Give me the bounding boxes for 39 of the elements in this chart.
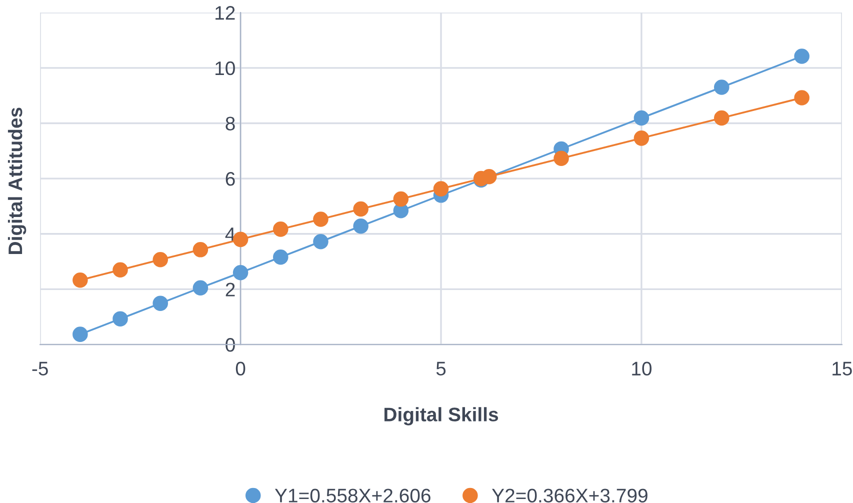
point (353, 218, 368, 234)
y-tick-label: 6 (226, 172, 235, 186)
point (714, 110, 730, 126)
legend-label: Y2=0.366X+3.799 (492, 488, 648, 502)
y-tick-label: 8 (226, 116, 235, 130)
x-tick-label: 15 (832, 362, 852, 376)
y-tick-label: 10 (216, 61, 235, 76)
point (232, 264, 248, 280)
point (152, 252, 168, 268)
x-tick-label: 10 (632, 362, 652, 376)
point (112, 311, 128, 326)
point (393, 191, 409, 207)
y-tick-label: 2 (226, 282, 235, 296)
point (192, 242, 208, 258)
x-axis-title: Digital Skills (384, 407, 498, 426)
point (152, 296, 168, 311)
point (72, 326, 88, 342)
point (554, 150, 569, 166)
point (433, 181, 449, 196)
y-axis-title: Digital Attitudes (8, 108, 26, 254)
point (634, 110, 650, 126)
point (112, 262, 128, 278)
x-tick-label: 5 (436, 362, 446, 376)
x-tick-label: -5 (32, 362, 48, 376)
point (273, 222, 288, 237)
point (353, 201, 368, 217)
point (232, 232, 248, 248)
point (714, 80, 730, 95)
point (313, 212, 328, 227)
point (313, 234, 328, 250)
x-tick-label: 0 (236, 362, 246, 376)
point (794, 90, 810, 106)
point (794, 48, 810, 64)
point (192, 280, 208, 296)
point (273, 249, 288, 265)
y-tick-label: 12 (216, 6, 235, 20)
point (634, 130, 650, 146)
point (72, 272, 88, 288)
legend-label: Y1=0.558X+2.606 (274, 488, 430, 502)
